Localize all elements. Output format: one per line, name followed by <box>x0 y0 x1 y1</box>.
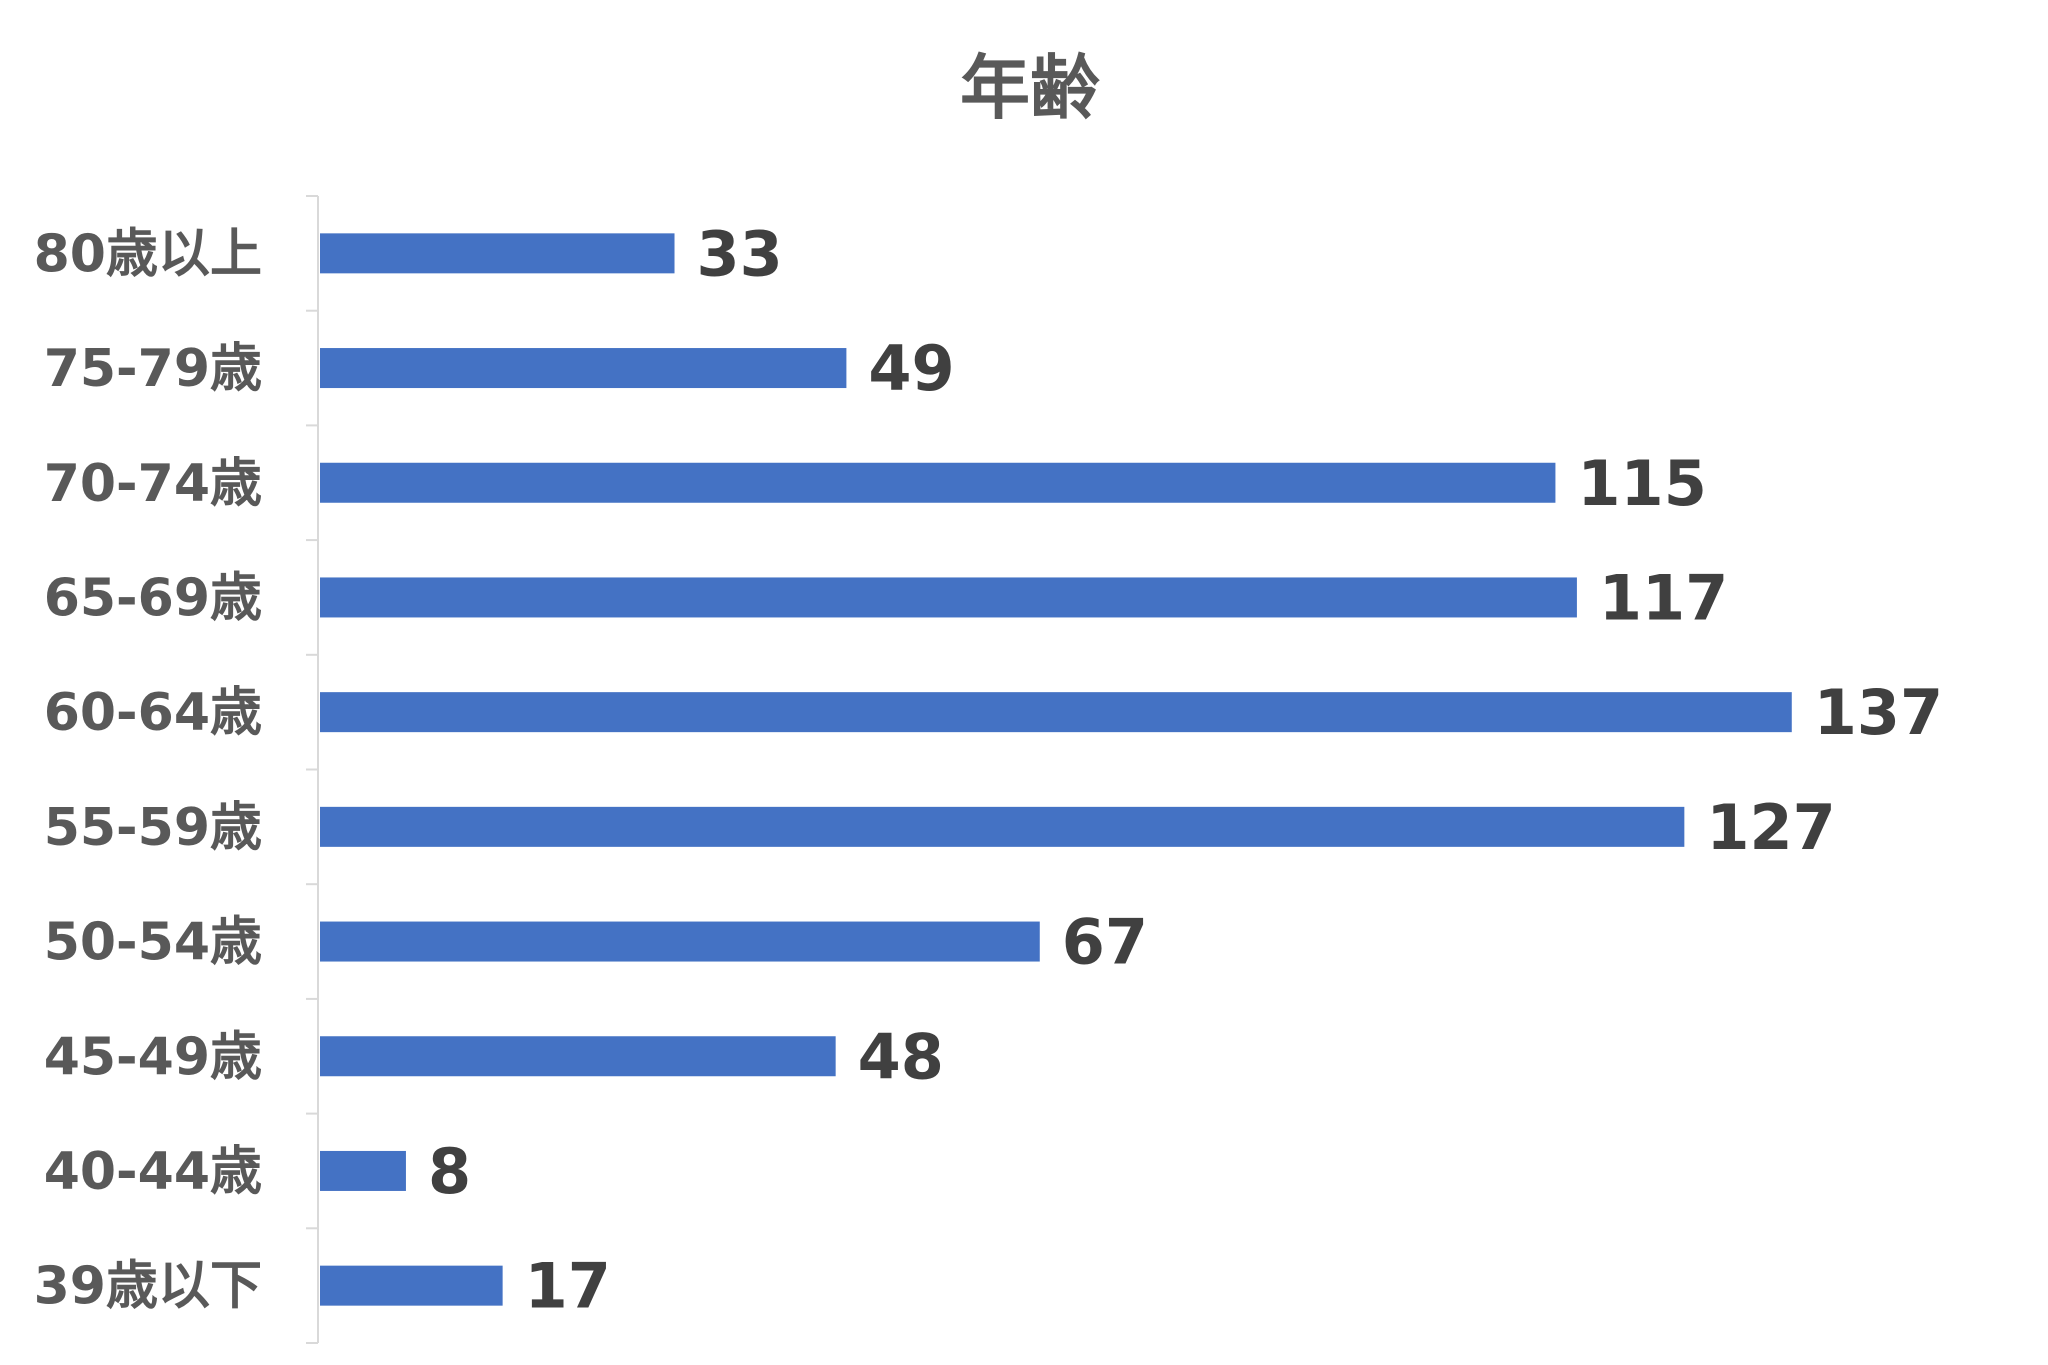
category-label: 40-44歳 <box>44 1142 262 1202</box>
bar <box>320 462 1556 503</box>
data-label: 33 <box>697 217 783 290</box>
data-labels: 33 49 115 117 137 127 67 48 8 17 <box>428 217 1943 1322</box>
bar <box>320 1265 503 1306</box>
data-label: 67 <box>1062 906 1148 979</box>
bars <box>320 233 1792 1306</box>
bar <box>320 577 1577 618</box>
bar <box>320 233 675 274</box>
category-label: 55-59歳 <box>44 798 262 858</box>
chart-title: 年齢 <box>960 47 1100 129</box>
data-label: 127 <box>1706 791 1835 864</box>
bar <box>320 806 1685 847</box>
data-label: 115 <box>1577 447 1706 520</box>
category-label: 50-54歳 <box>44 913 262 973</box>
data-label: 137 <box>1814 676 1943 749</box>
bar <box>320 692 1792 733</box>
category-axis <box>306 195 319 1344</box>
bar <box>320 921 1040 962</box>
category-label: 65-69歳 <box>44 568 262 628</box>
category-label: 70-74歳 <box>44 454 262 514</box>
data-label: 48 <box>858 1020 944 1093</box>
bar <box>320 1150 406 1191</box>
data-label: 17 <box>525 1250 611 1323</box>
bar <box>320 1036 836 1077</box>
category-label: 80歳以上 <box>34 224 262 284</box>
data-label: 117 <box>1599 561 1728 634</box>
data-label: 49 <box>868 332 954 405</box>
category-label: 45-49歳 <box>44 1027 262 1087</box>
category-labels: 80歳以上 75-79歳 70-74歳 65-69歳 60-64歳 55-59歳 50-54… <box>34 224 262 1316</box>
category-label: 60-64歳 <box>44 683 262 743</box>
data-label: 8 <box>428 1135 471 1208</box>
category-label: 39歳以下 <box>34 1257 262 1317</box>
bar <box>320 348 847 389</box>
category-label: 75-79歳 <box>44 339 262 399</box>
